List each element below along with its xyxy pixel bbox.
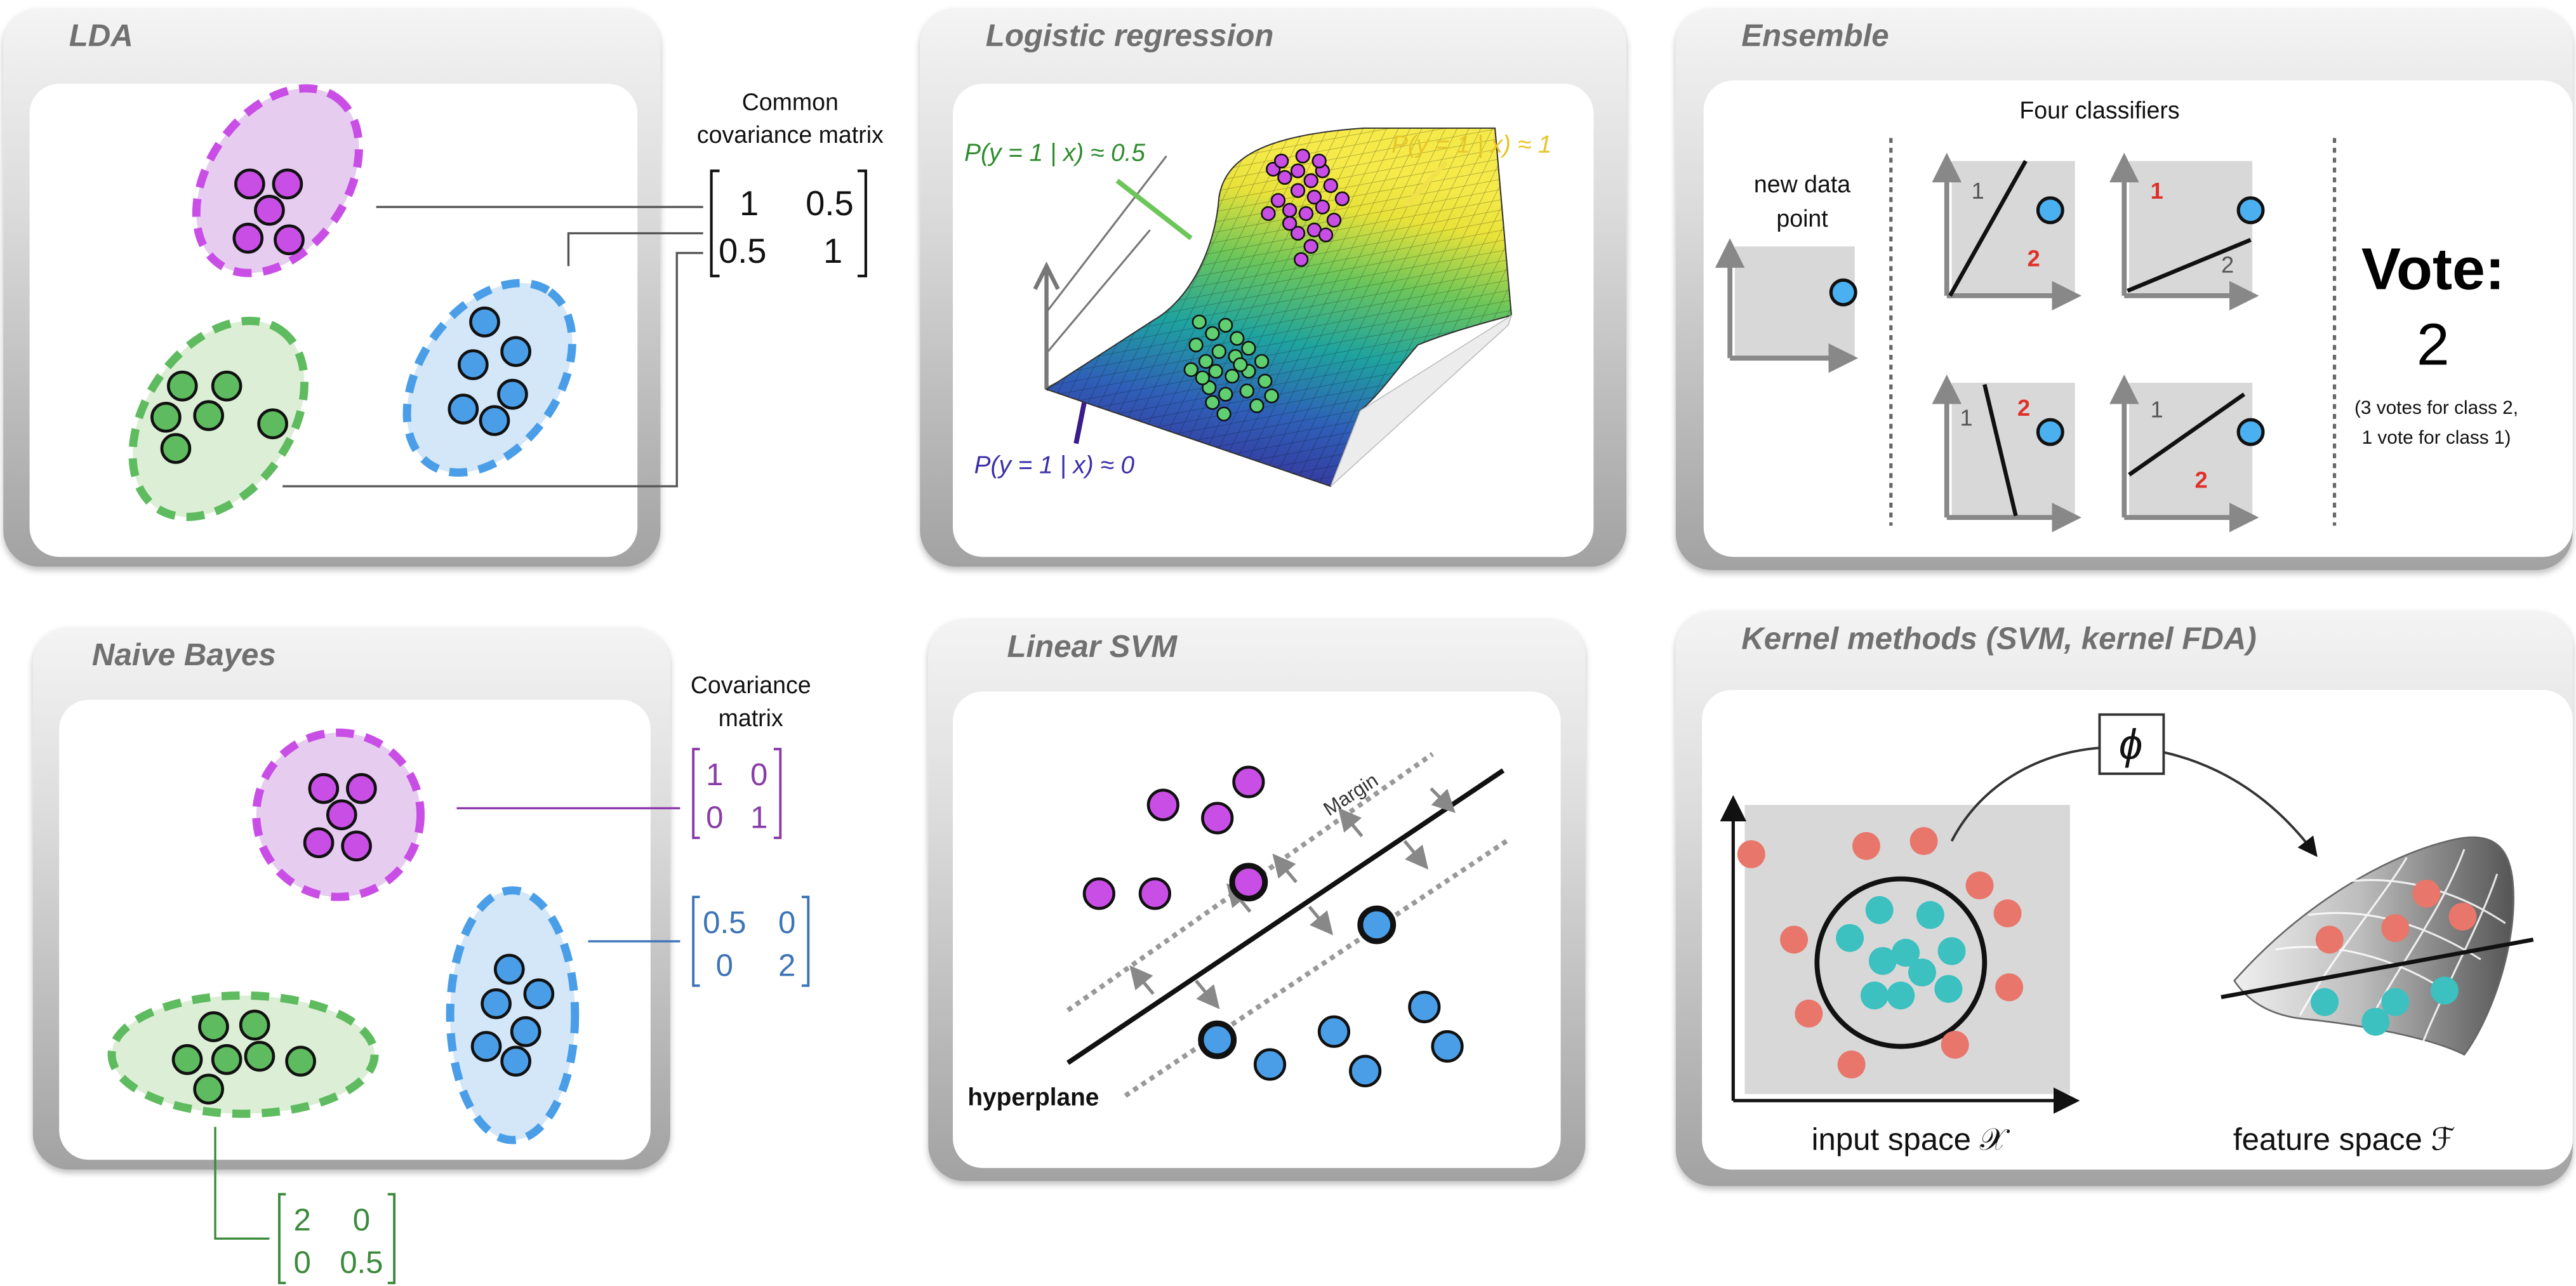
ensemble-new-point-label-line1: new data [1754,171,1850,197]
svm-blue-points [1253,990,1464,1087]
kernel-feature-space-label: feature space ℱ [2233,1122,2455,1157]
classifier-4-class-label: 2 [2195,467,2208,493]
svm-title: Linear SVM [1007,630,1178,666]
kernel-red-points [1737,827,2024,1079]
nb-green-points [171,1009,316,1105]
ensemble-vote-note-line1: (3 votes for class 2, [2354,397,2518,418]
nb-green-ellipse [107,991,379,1118]
naive-bayes-title: Naive Bayes [91,639,276,674]
classifier-plot-4: 1 2 [2109,375,2265,533]
classifier-4-class-label: 1 [2151,396,2163,422]
svm-margin-arrows [1129,787,1456,1010]
nb-matrix-green-cell: 0.5 [340,1245,383,1280]
nb-blue-points [470,953,555,1077]
classifier-3-class-label: 1 [1960,404,1972,430]
nb-annotation-line2: matrix [719,705,783,731]
kernel-decision-circle [1814,876,1988,1049]
logistic-label-zero: P(y = 1 | x) ≈ 0 [974,451,1135,479]
svm-support-vector-purple [1229,863,1268,902]
nb-matrix-blue-cell: 0 [778,905,795,940]
nb-matrix-purple-cell: 0 [750,757,767,792]
logistic-surface-side [1330,314,1513,487]
nb-matrix-green: 2 0 0 0.5 [278,1193,396,1285]
kernel-diagram: ϕ input space 𝒳 feature space ℱ [1720,713,2534,1157]
lda-annotation-line2: covariance matrix [697,121,884,148]
kernel-feature-separator [2221,938,2534,1000]
ensemble-new-point-label-line2: point [1776,205,1828,232]
logistic-leader-half [1115,178,1193,241]
classifier-2-class-label: 1 [2151,178,2163,204]
nb-matrix-purple-cell: 1 [706,757,723,792]
lda-purple-points [232,168,305,256]
nb-matrix-blue: 0.5 0 0 2 [692,896,810,987]
lda-matrix-cell: 1 [823,232,842,270]
kernel-phi-symbol: ϕ [2119,721,2142,769]
classifier-2-class-label: 2 [2221,252,2234,278]
ensemble-vote-title: Vote: [2361,235,2505,302]
ensemble-vote-note-line2: 1 vote for class 1) [2362,427,2511,448]
svm-hyperplane-label: hyperplane [967,1084,1099,1111]
svm-margin-lower [1124,839,1508,1098]
classifier-1-class-label: 1 [1972,178,1984,204]
logistic-green-cluster [1183,314,1279,421]
lda-blue-ellipse [402,279,576,477]
kernel-phi-box [2098,713,2165,775]
ensemble-new-data-point [1829,278,1857,307]
kernel-input-space-label: input space 𝒳 [1812,1122,2010,1157]
logistic-label-half: P(y = 1 | x) ≈ 0.5 [964,140,1145,167]
kernel-teal-points [1836,896,1966,1010]
lda-matrix-cell: 1 [740,184,759,223]
kernel-feature-teal-points [2311,976,2459,1036]
ensemble-vote-result: 2 [2417,312,2450,378]
svm-diagram: Margin hyperplane [967,752,1508,1111]
lda-green-points [150,370,288,464]
nb-matrix-green-cell: 0 [353,1202,370,1237]
kernel-title: Kernel methods (SVM, kernel FDA) [1741,622,2257,658]
nb-matrix-purple: 1 0 0 1 [692,748,782,839]
classifier-plot-2: 1 2 [2109,152,2265,311]
nb-annotation-line1: Covariance [691,672,811,698]
lda-connector-lines [282,206,703,487]
ensemble-title: Ensemble [1741,20,1889,55]
lda-covariance-matrix: 1 0.5 0.5 1 [710,169,867,277]
naive-bayes-diagram: Covariance matrix 1 0 0 1 0.5 0 0 2 2 0 … [107,672,811,1285]
nb-matrix-blue-cell: 2 [778,948,795,983]
ensemble-new-point-plot [1715,238,1859,373]
ensemble-classifiers-label: Four classifiers [2019,96,2179,123]
logistic-surface-mesh [1046,128,1511,487]
svm-support-vector-blue [1357,905,1397,945]
nb-matrix-blue-cell: 0.5 [703,905,746,940]
nb-connector-lines [214,807,681,1240]
nb-purple-points [303,772,377,862]
lda-blue-points [448,306,531,436]
nb-matrix-purple-cell: 0 [706,800,723,835]
logistic-label-one: P(y = 1 | x) ≈ 1 [1391,131,1551,159]
logistic-leader-zero [1073,402,1087,444]
nb-matrix-blue-cell: 0 [716,948,733,983]
logistic-leader-one [1404,161,1448,208]
svm-hyperplane [1066,768,1505,1065]
classifier-plot-3: 1 2 [1932,375,2081,533]
svm-purple-points [1082,766,1265,910]
lda-title: LDA [69,20,133,55]
lda-annotation-line1: Common [742,88,839,115]
nb-matrix-purple-cell: 1 [750,800,767,835]
classifier-plot-1: 1 2 [1932,152,2081,311]
nb-matrix-green-cell: 0 [294,1245,311,1280]
ensemble-diagram: Four classifiers new data point 1 2 1 2 … [1715,96,2518,533]
nb-blue-ellipse [446,886,580,1144]
classifier-3-class-label: 2 [2017,395,2030,421]
classifier-1-class-label: 2 [2028,245,2040,271]
logistic-title: Logistic regression [985,20,1274,55]
lda-matrix-cell: 0.5 [719,232,767,270]
lda-matrix-cell: 0.5 [806,184,854,223]
logistic-diagram: P(y = 1 | x) ≈ 0.5 P(y = 1 | x) ≈ 1 P(y … [964,127,1552,487]
logistic-purple-cluster [1261,149,1350,267]
svm-support-vector-blue [1198,1020,1237,1059]
lda-diagram: Common covariance matrix 1 0.5 0.5 1 [128,84,884,521]
nb-matrix-green-cell: 2 [294,1202,311,1237]
kernel-feature-red-points [2315,879,2477,954]
